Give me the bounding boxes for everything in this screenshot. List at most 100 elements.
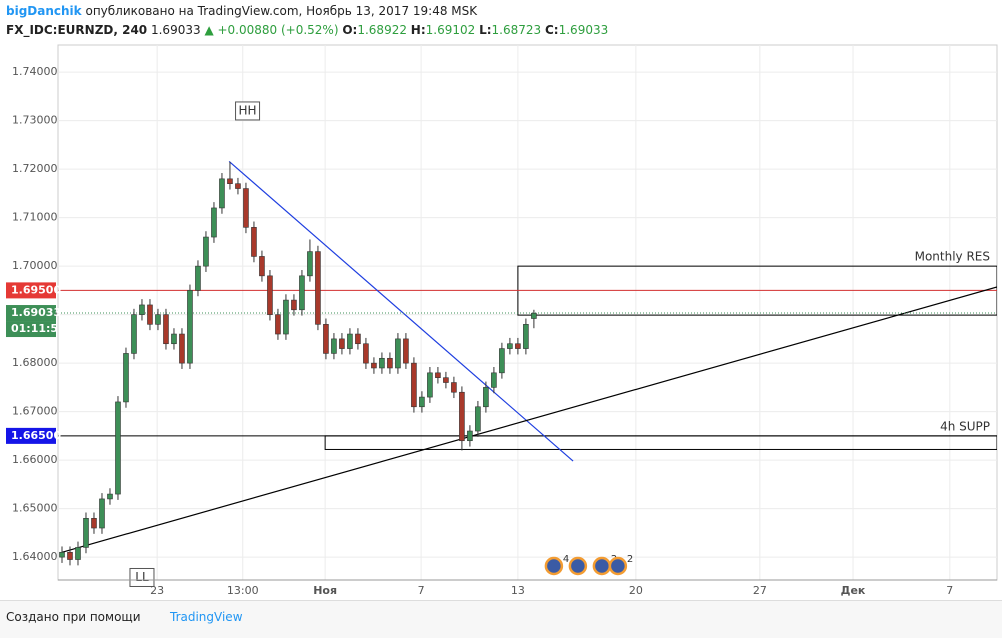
candle-body bbox=[315, 251, 321, 325]
x-tick-label: 23 bbox=[150, 584, 164, 597]
ohlc-key: C: bbox=[545, 23, 559, 37]
candle-body bbox=[147, 304, 153, 325]
candle-body bbox=[515, 343, 521, 349]
candle-body bbox=[107, 493, 113, 500]
candle-body bbox=[299, 275, 305, 311]
candle-body bbox=[59, 551, 65, 558]
x-tick-label: 7 bbox=[418, 584, 425, 597]
zone-label: Monthly RES bbox=[915, 250, 990, 264]
candle-body bbox=[483, 387, 489, 408]
y-tick-label: 1.66000 bbox=[12, 453, 58, 466]
header-line: bigDanchik опубликовано на TradingView.c… bbox=[6, 2, 608, 21]
x-tick-label: Дек bbox=[841, 584, 866, 597]
zone-label: 4h SUPP bbox=[940, 419, 990, 433]
event-icon bbox=[544, 556, 564, 576]
candle-body bbox=[243, 188, 249, 228]
ohlc-value: 1.68723 bbox=[491, 23, 542, 37]
price-tag: 1.66500 bbox=[11, 429, 61, 442]
brand-link[interactable]: TradingView bbox=[170, 610, 243, 624]
candle-body bbox=[291, 299, 297, 311]
candle-body bbox=[203, 236, 209, 267]
chart: 1.64000 1.65000 1.66000 1.67000 1.68000 1.690… bbox=[6, 44, 998, 597]
countdown-tag-bg bbox=[6, 321, 56, 338]
candle-body bbox=[435, 372, 441, 378]
candle-body bbox=[123, 353, 129, 403]
candle-body bbox=[91, 518, 97, 529]
y-tick-label: 1.64000 bbox=[12, 550, 58, 563]
event-count: 2 bbox=[627, 554, 633, 565]
y-tick-label: 1.65000 bbox=[12, 502, 58, 515]
y-tick-label: 1.70000 bbox=[12, 259, 58, 272]
candle-body bbox=[227, 178, 233, 184]
candle-body bbox=[211, 207, 217, 238]
candle-body bbox=[115, 401, 121, 495]
candle-body bbox=[275, 314, 281, 335]
change: ▲ +0.00880 (+0.52%) bbox=[204, 23, 339, 37]
last-price-tag: 1.69033 bbox=[11, 306, 61, 319]
candle-body bbox=[75, 547, 81, 560]
candle-body bbox=[507, 343, 513, 349]
annotation-label: HH bbox=[239, 103, 257, 117]
x-tick-label: Ноя bbox=[313, 584, 337, 597]
candle-body bbox=[235, 183, 241, 189]
ohlc: O:1.68922 H:1.69102 L:1.68723 C:1.69033 bbox=[342, 23, 608, 37]
annotation-box bbox=[129, 567, 155, 587]
price-tag-bg bbox=[6, 282, 56, 299]
annotation-label: LL bbox=[135, 570, 149, 584]
candle-body bbox=[347, 333, 353, 349]
ohlc-value: 1.68922 bbox=[357, 23, 407, 37]
plot bbox=[58, 45, 997, 580]
candle-body bbox=[443, 377, 449, 383]
x-tick-label: 7 bbox=[946, 584, 953, 597]
ohlc-value: 1.69033 bbox=[558, 23, 609, 37]
plot-frame bbox=[57, 44, 998, 581]
x-tick-label: 20 bbox=[629, 584, 643, 597]
candle-body bbox=[451, 382, 457, 393]
annotation-box bbox=[235, 101, 261, 121]
event-icon bbox=[592, 556, 612, 576]
last-price-tag-bg bbox=[6, 305, 56, 322]
candle-body bbox=[259, 256, 265, 277]
candle-body bbox=[499, 348, 505, 374]
candle-body bbox=[419, 396, 425, 408]
candle-body bbox=[387, 357, 393, 369]
y-tick-label: 1.67000 bbox=[12, 405, 58, 418]
candle-body bbox=[403, 338, 409, 364]
candle-body bbox=[251, 227, 257, 257]
price-tag: 1.69500 bbox=[11, 283, 61, 296]
candle-body bbox=[195, 265, 201, 291]
candle-body bbox=[339, 338, 345, 349]
candle-body bbox=[323, 324, 329, 354]
candle-body bbox=[411, 362, 417, 408]
countdown-tag: 01:11:52 bbox=[11, 322, 66, 335]
symbol: FX_IDC:EURNZD, 240 bbox=[6, 23, 148, 37]
candle-body bbox=[459, 391, 465, 442]
y-tick-label: 1.68000 bbox=[12, 356, 58, 369]
candle-body bbox=[219, 178, 225, 209]
x-tick-label: 27 bbox=[753, 584, 767, 597]
footer: Создано при помощи TradingView bbox=[0, 600, 1002, 638]
candle-body bbox=[363, 343, 369, 364]
author[interactable]: bigDanchik bbox=[6, 4, 82, 18]
last: 1.69033 bbox=[150, 23, 201, 37]
candle-body bbox=[467, 430, 473, 442]
y-tick-label: 1.73000 bbox=[12, 114, 58, 127]
candle-body bbox=[371, 362, 377, 369]
candle-body bbox=[395, 338, 401, 369]
candle-body bbox=[99, 498, 105, 529]
candle-body bbox=[307, 251, 313, 277]
trendline bbox=[228, 160, 574, 462]
candle-body bbox=[267, 275, 273, 315]
y-tick-label: 1.71000 bbox=[12, 211, 58, 224]
candle-body bbox=[475, 406, 481, 432]
candle-body bbox=[523, 324, 529, 349]
candle-body bbox=[171, 333, 177, 345]
header: bigDanchik опубликовано на TradingView.c… bbox=[6, 2, 608, 40]
ohlc-value: 1.69102 bbox=[425, 23, 476, 37]
ohlc-key: L: bbox=[479, 23, 492, 37]
candle-body bbox=[355, 333, 361, 345]
candle-body bbox=[67, 551, 73, 560]
candle-body bbox=[283, 299, 289, 335]
event-icon bbox=[608, 556, 628, 576]
x-tick-label: 13 bbox=[511, 584, 525, 597]
